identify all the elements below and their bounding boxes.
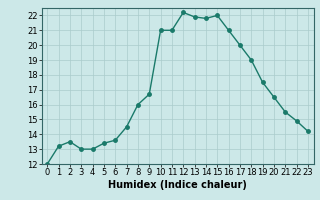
X-axis label: Humidex (Indice chaleur): Humidex (Indice chaleur) <box>108 180 247 190</box>
